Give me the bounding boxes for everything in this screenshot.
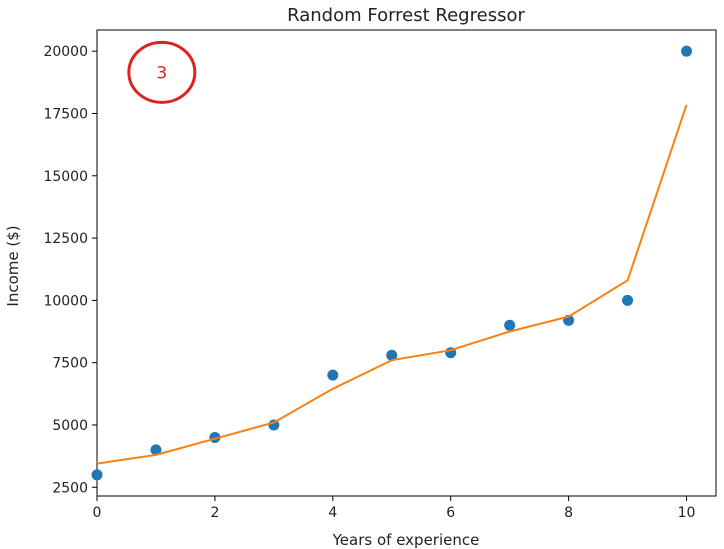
y-tick-label: 5000 xyxy=(52,418,88,434)
x-tick-label: 2 xyxy=(210,505,219,521)
plot-frame xyxy=(96,29,717,497)
series-line xyxy=(96,104,688,465)
plot-area xyxy=(91,29,717,497)
x-tick-label: 6 xyxy=(446,505,455,521)
x-tick-label: 10 xyxy=(678,505,696,521)
scatter-point xyxy=(504,319,516,331)
annotations: 3 xyxy=(127,40,197,104)
x-tick-label: 0 xyxy=(93,505,102,521)
scatter-point xyxy=(681,45,693,57)
x-axis-ticks: 0 2 4 6 8 10 xyxy=(93,496,696,521)
y-tick-label: 2500 xyxy=(52,480,88,496)
scatter-point xyxy=(327,369,339,381)
y-tick-label: 10000 xyxy=(43,293,88,309)
scatter-point xyxy=(268,419,280,431)
scatter-point xyxy=(150,444,162,456)
y-tick-label: 12500 xyxy=(43,231,88,247)
scatter-point xyxy=(622,294,634,306)
y-axis-label: Income ($) xyxy=(4,225,22,306)
chart-title: Random Forrest Regressor xyxy=(287,5,525,26)
scatter-point xyxy=(91,469,103,481)
annotation-circle xyxy=(127,40,197,104)
annotation-label: 3 xyxy=(156,63,167,83)
y-axis-ticks: 2500 5000 7500 10000 12500 15000 17500 20000 xyxy=(43,44,97,496)
y-tick-label: 15000 xyxy=(43,169,88,185)
y-tick-label: 7500 xyxy=(52,356,88,372)
scatter-point xyxy=(386,349,398,361)
y-tick-label: 20000 xyxy=(43,44,88,60)
x-axis-label: Years of experience xyxy=(332,531,480,549)
x-tick-label: 8 xyxy=(564,505,573,521)
x-tick-label: 4 xyxy=(328,505,337,521)
y-tick-label: 17500 xyxy=(43,106,88,122)
